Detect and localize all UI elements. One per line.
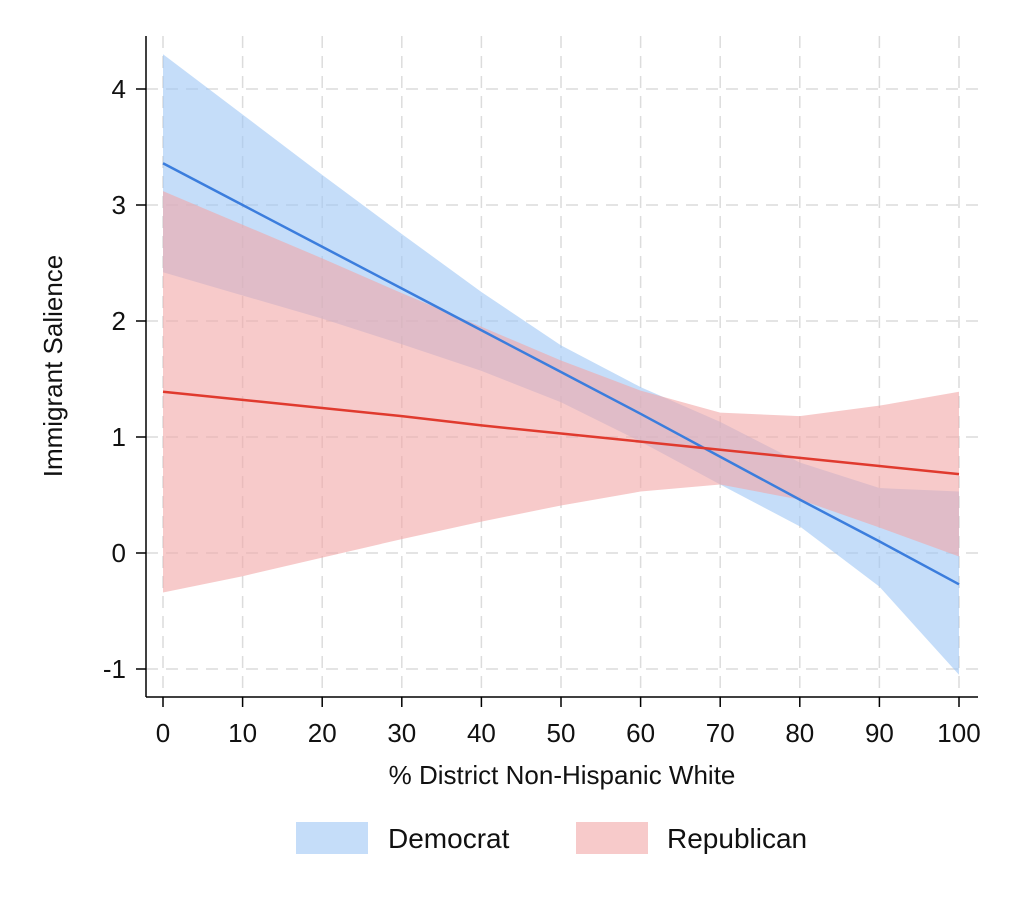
- democrat-fit-line: [162, 162, 960, 586]
- x-tick-label: 40: [467, 718, 496, 748]
- democrat-legend-label: Democrat: [388, 823, 510, 854]
- x-tick-label: 20: [308, 718, 337, 748]
- x-tick-label: 70: [706, 718, 735, 748]
- legend: Democrat Republican: [296, 822, 807, 854]
- series-lines: [162, 162, 960, 586]
- republican-fit-line: [162, 390, 960, 476]
- y-tick-label: 4: [112, 74, 126, 104]
- x-tick-label: 60: [626, 718, 655, 748]
- x-tick-label: 90: [865, 718, 894, 748]
- republican-legend-label: Republican: [667, 823, 807, 854]
- y-tick-label: -1: [103, 654, 126, 684]
- x-tick-label: 10: [228, 718, 257, 748]
- y-tick-label: 0: [112, 538, 126, 568]
- x-tick-label: 100: [937, 718, 980, 748]
- x-tick-label: 50: [547, 718, 576, 748]
- y-axis-title: Immigrant Salience: [38, 255, 68, 478]
- ticks: 0 10 20 30 40 50 60 70 80 90 100 -1 0 1 2 3 4: [103, 74, 981, 748]
- confidence-bands: [163, 54, 959, 675]
- x-tick-label: 80: [785, 718, 814, 748]
- republican-legend-swatch: [576, 822, 648, 854]
- x-tick-label: 0: [156, 718, 170, 748]
- republican-confidence-band: [163, 191, 959, 593]
- y-tick-label: 2: [112, 306, 126, 336]
- x-tick-label: 30: [387, 718, 416, 748]
- y-tick-label: 1: [112, 422, 126, 452]
- x-axis-title: % District Non-Hispanic White: [389, 760, 736, 790]
- axes: [145, 36, 978, 698]
- y-tick-label: 3: [112, 190, 126, 220]
- democrat-legend-swatch: [296, 822, 368, 854]
